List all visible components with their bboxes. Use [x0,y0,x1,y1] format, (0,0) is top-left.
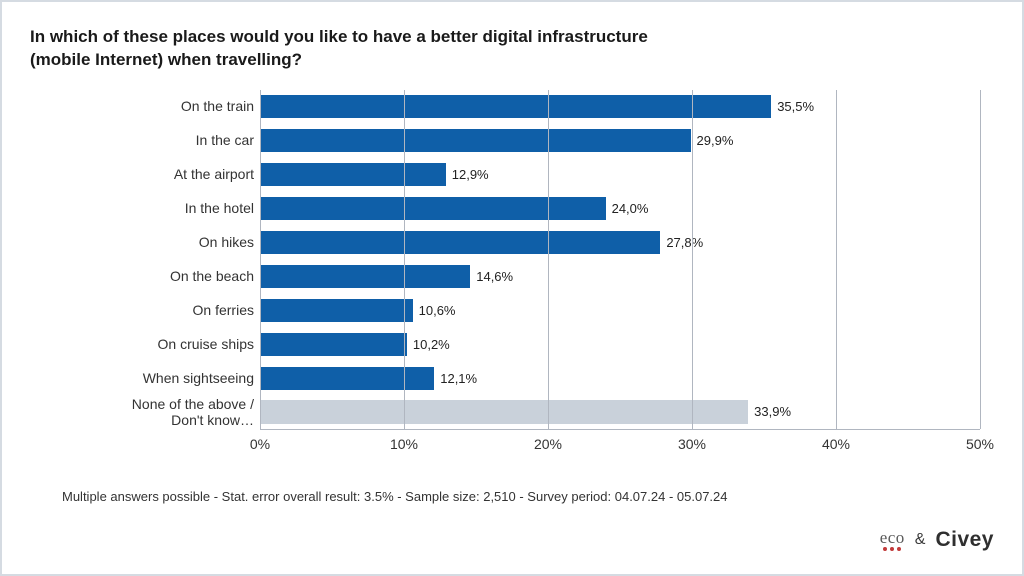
bar-value-label: 12,1% [440,371,477,386]
brand-row: eco & Civey [880,528,994,552]
bar-value-label: 14,6% [476,269,513,284]
category-label: On the beach [170,260,260,294]
category-labels-column: On the trainIn the carAt the airportIn t… [30,90,260,430]
bar [260,367,434,390]
bar-row: 29,9% [260,124,980,158]
gridline [692,90,693,429]
x-tick-label: 50% [966,436,994,452]
ampersand: & [915,531,926,549]
footnote: Multiple answers possible - Stat. error … [62,489,728,504]
bar-row: 12,1% [260,361,980,395]
gridline [836,90,837,429]
category-label: None of the above / Don't know… [132,396,260,430]
bar-row: 33,9% [260,395,980,429]
x-tick-label: 0% [250,436,270,452]
chart-frame: In which of these places would you like … [0,0,1024,576]
bar [260,333,407,356]
bar-row: 12,9% [260,158,980,192]
x-tick-label: 20% [534,436,562,452]
x-axis: 0%10%20%30%40%50% [260,430,980,454]
bar-value-label: 33,9% [754,404,791,419]
bar-value-label: 35,5% [777,99,814,114]
bars-container: 35,5% 29,9% 12,9% 24,0% 27,8% 14,6% 10,6% 10,2%… [260,90,980,429]
category-label: When sightseeing [143,362,260,396]
bar-value-label: 12,9% [452,167,489,182]
bar [260,129,691,152]
plot-area: 35,5% 29,9% 12,9% 24,0% 27,8% 14,6% 10,6% 10,2%… [260,90,980,430]
x-tick-label: 10% [390,436,418,452]
bar [260,231,660,254]
eco-logo-text: eco [880,529,905,546]
bar [260,400,748,423]
bar-row: 10,2% [260,327,980,361]
bar-value-label: 24,0% [612,201,649,216]
bar [260,265,470,288]
bar-value-label: 10,2% [413,337,450,352]
category-label: At the airport [174,158,260,192]
bar [260,197,606,220]
category-label: On hikes [199,226,260,260]
bar-value-label: 29,9% [697,133,734,148]
category-label: On the train [181,90,260,124]
bar-value-label: 10,6% [419,303,456,318]
bar-row: 14,6% [260,259,980,293]
bar [260,95,771,118]
chart-title: In which of these places would you like … [30,26,994,72]
category-label: In the hotel [185,192,260,226]
gridline [404,90,405,429]
bar-row: 24,0% [260,192,980,226]
bar [260,299,413,322]
eco-logo-dots [883,547,901,551]
gridline [980,90,981,429]
x-tick-label: 40% [822,436,850,452]
bar [260,163,446,186]
gridline [548,90,549,429]
bar-row: 10,6% [260,293,980,327]
category-label: On cruise ships [158,328,260,362]
civey-logo: Civey [935,528,994,552]
gridline [260,90,261,429]
bar-row: 35,5% [260,90,980,124]
bar-value-label: 27,8% [666,235,703,250]
chart-area: On the trainIn the carAt the airportIn t… [30,90,994,430]
category-label: In the car [196,124,260,158]
category-label: On ferries [193,294,260,328]
bar-row: 27,8% [260,226,980,260]
x-tick-label: 30% [678,436,706,452]
eco-logo: eco [880,529,905,551]
